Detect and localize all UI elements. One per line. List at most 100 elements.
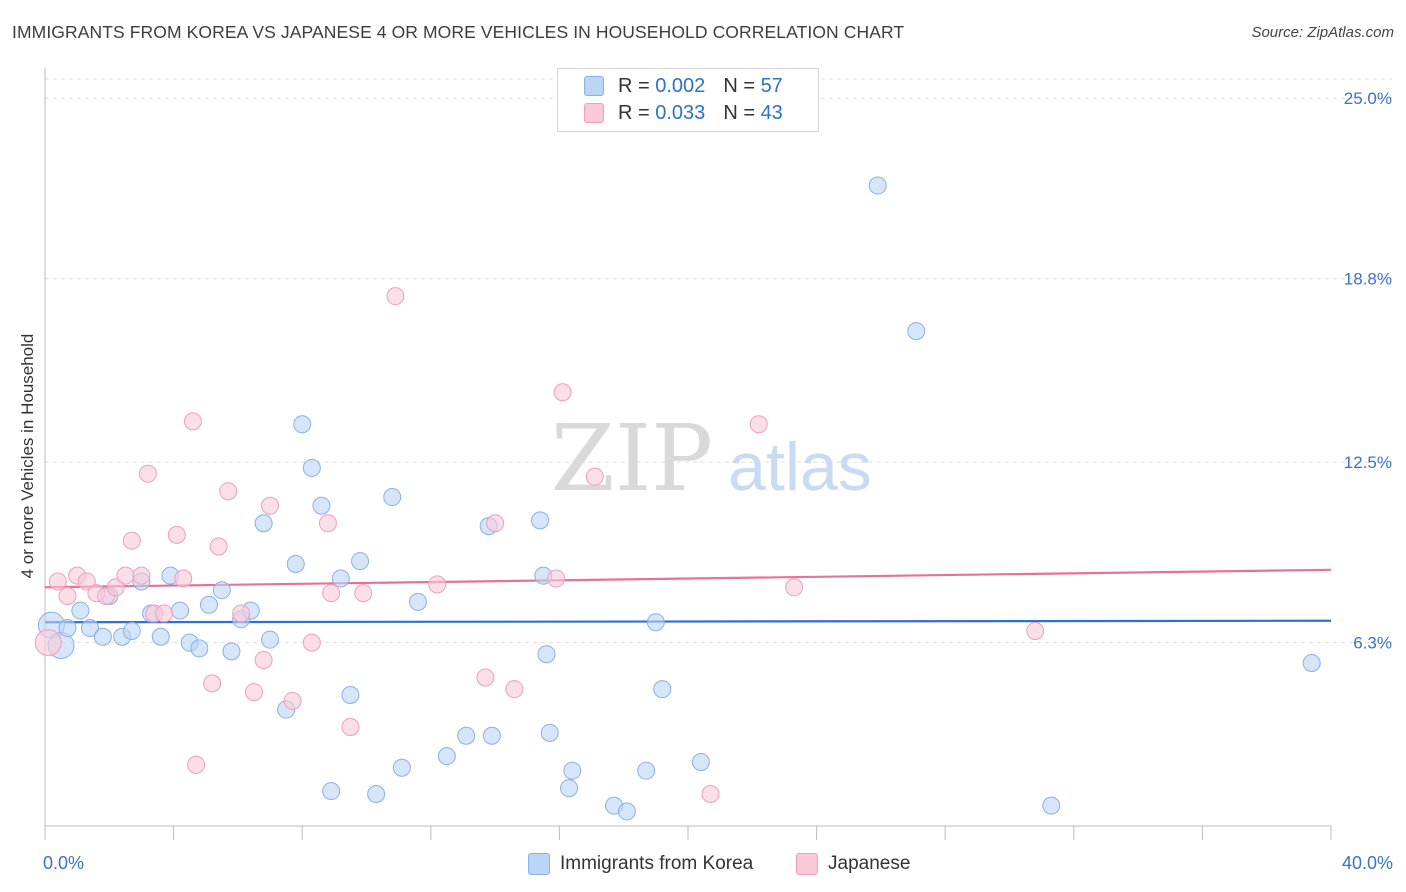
- korea-point: [312, 496, 331, 515]
- japanese-point: [244, 683, 263, 702]
- n-label: N =: [723, 74, 755, 97]
- trend-layer: [44, 568, 1332, 624]
- japanese-point: [138, 464, 157, 483]
- japanese-point: [585, 467, 604, 486]
- korea-point: [341, 685, 360, 704]
- korea-point: [122, 621, 141, 640]
- x-tick-label: 0.0%: [43, 853, 84, 873]
- japanese-point: [322, 584, 341, 603]
- watermark-zip: ZIP: [551, 405, 713, 512]
- korea-point: [286, 554, 305, 573]
- japanese-point: [232, 604, 251, 623]
- japanese-point: [553, 383, 572, 402]
- korea-point: [81, 619, 100, 638]
- korea-legend-swatch: [528, 853, 550, 875]
- grid-layer: [45, 78, 1392, 644]
- japanese-point: [386, 287, 405, 306]
- korea-swatch: [584, 76, 604, 96]
- japanese-legend-swatch: [796, 853, 818, 875]
- korea-point: [383, 488, 402, 507]
- japanese-point: [106, 578, 125, 597]
- tick-labels: 6.3% 12.5% 18.8% 25.0% 0.0% 40.0%: [43, 89, 1393, 873]
- korea-point: [482, 726, 501, 745]
- korea-point: [653, 680, 672, 699]
- korea-point: [637, 761, 656, 780]
- n-value: 43: [760, 101, 783, 124]
- japanese-point: [318, 514, 337, 533]
- chart-title: IMMIGRANTS FROM KOREA VS JAPANESE 4 OR M…: [12, 22, 905, 42]
- stats-legend-korea: R = 0.002 N = 57: [584, 73, 783, 99]
- legend-label-korea: Immigrants from Korea: [560, 853, 754, 874]
- r-value: 0.033: [655, 101, 706, 124]
- japanese-point: [749, 415, 768, 434]
- japanese-point: [354, 584, 373, 603]
- korea-point: [907, 322, 926, 341]
- korea-point: [199, 595, 218, 614]
- korea-point: [437, 747, 456, 766]
- korea-point: [540, 723, 559, 742]
- korea-point: [457, 726, 476, 745]
- korea-point: [331, 569, 350, 588]
- axis-layer: [44, 68, 1332, 840]
- japanese-point: [132, 566, 151, 585]
- stats-legend-japanese: R = 0.033 N = 43: [584, 100, 783, 126]
- japanese-point: [122, 531, 141, 550]
- japanese-point: [261, 496, 280, 515]
- japanese-point: [167, 525, 186, 544]
- y-tick-label: 18.8%: [1344, 270, 1392, 289]
- korea-point: [351, 552, 370, 571]
- japanese-point: [77, 572, 96, 591]
- watermark-atlas: atlas: [728, 429, 872, 505]
- japanese-point: [254, 651, 273, 670]
- japanese-point: [48, 572, 67, 591]
- korea-point: [71, 601, 90, 620]
- japanese-point: [341, 718, 360, 737]
- watermark: ZIP atlas: [551, 405, 872, 512]
- legend-label-japanese: Japanese: [828, 853, 911, 874]
- korea-point: [190, 639, 209, 658]
- japanese-point: [486, 514, 505, 533]
- japanese-point: [203, 674, 222, 693]
- korea-point: [58, 619, 77, 638]
- korea-point: [222, 642, 241, 661]
- korea-point: [691, 752, 710, 771]
- korea-point: [392, 758, 411, 777]
- japanese-swatch: [584, 103, 604, 123]
- korea-point: [617, 802, 636, 821]
- korea-point: [531, 511, 550, 530]
- korea-point: [646, 613, 665, 632]
- r-label: R =: [618, 74, 650, 97]
- japanese-point: [547, 569, 566, 588]
- japanese-point: [174, 569, 193, 588]
- japanese-point: [58, 587, 77, 606]
- trend-line-korea: [44, 619, 1332, 624]
- r-label: R =: [618, 101, 650, 124]
- japanese-point: [1026, 621, 1045, 640]
- korea-point: [151, 627, 170, 646]
- japanese-point: [183, 412, 202, 431]
- y-tick-label: 12.5%: [1344, 453, 1392, 472]
- korea-point: [261, 630, 280, 649]
- korea-point: [293, 415, 312, 434]
- korea-point: [212, 581, 231, 600]
- legend-item-korea[interactable]: Immigrants from Korea: [528, 851, 753, 877]
- r-value: 0.002: [655, 74, 706, 97]
- y-tick-label: 25.0%: [1344, 89, 1392, 108]
- korea-point: [560, 779, 579, 798]
- legend-item-japanese[interactable]: Japanese: [796, 851, 910, 877]
- japanese-point: [283, 691, 302, 710]
- japanese-point: [476, 668, 495, 687]
- korea-point: [408, 592, 427, 611]
- korea-point: [1302, 653, 1321, 672]
- korea-point: [868, 176, 887, 195]
- korea-point: [93, 627, 112, 646]
- japanese-point: [785, 578, 804, 597]
- japanese-point: [209, 537, 228, 556]
- y-axis-label: 4 or more Vehicles in Household: [18, 333, 37, 579]
- japanese-point: [428, 575, 447, 594]
- korea-point: [302, 458, 321, 477]
- japanese-point: [116, 566, 135, 585]
- trend-line-japanese: [44, 568, 1332, 589]
- korea-point: [254, 514, 273, 533]
- n-label: N =: [723, 101, 755, 124]
